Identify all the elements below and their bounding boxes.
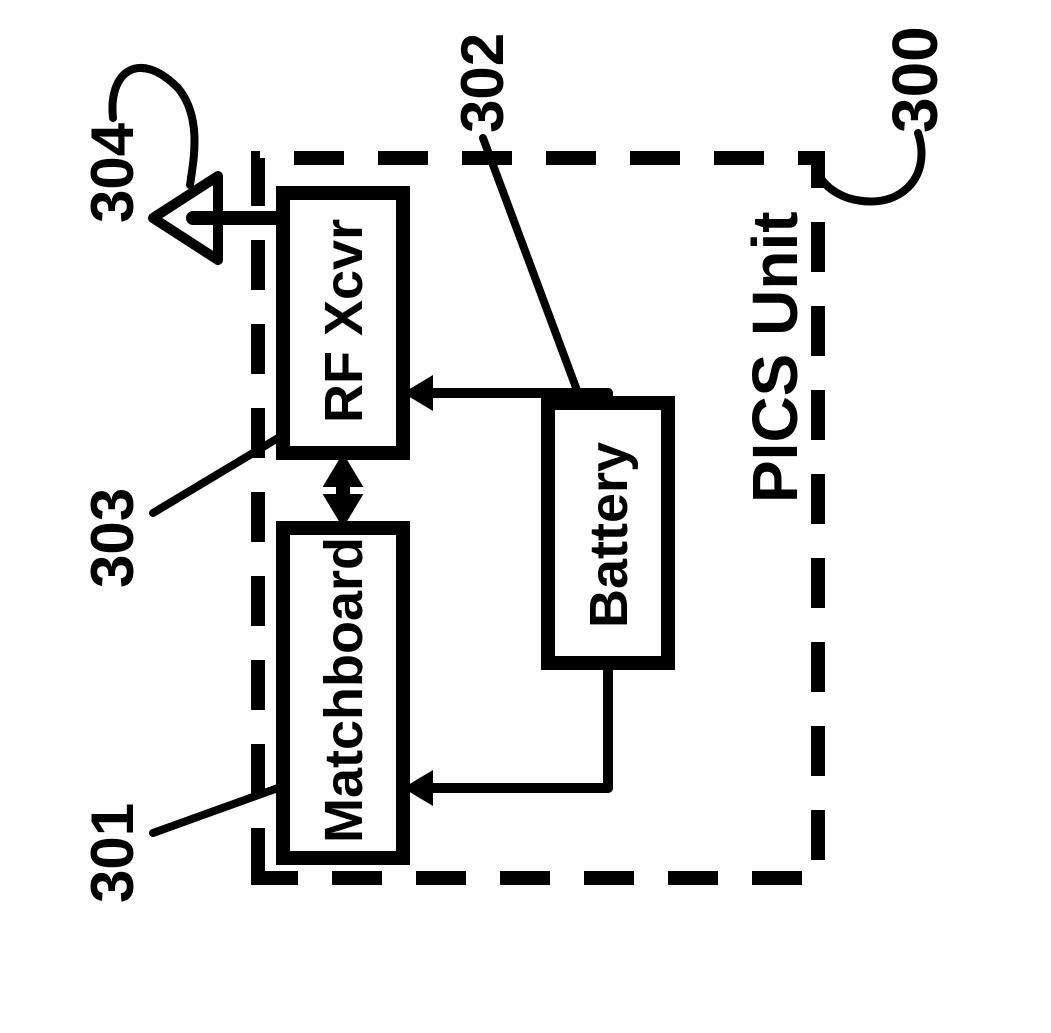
ref-rfxcvr: 303: [78, 488, 147, 588]
label-matchboard: Matchboard: [313, 537, 375, 843]
leader-302: [483, 138, 578, 393]
ref-antenna: 304: [78, 123, 147, 223]
leader-301: [153, 788, 278, 833]
ref-battery: 302: [448, 33, 517, 133]
label-unit-title: PICS Unit: [738, 211, 812, 503]
leader-300: [815, 133, 922, 202]
ref-unit: 300: [878, 26, 952, 133]
label-rfxcvr: RF Xcvr: [313, 219, 375, 423]
label-battery: Battery: [578, 442, 640, 628]
ref-matchboard: 301: [78, 803, 147, 903]
